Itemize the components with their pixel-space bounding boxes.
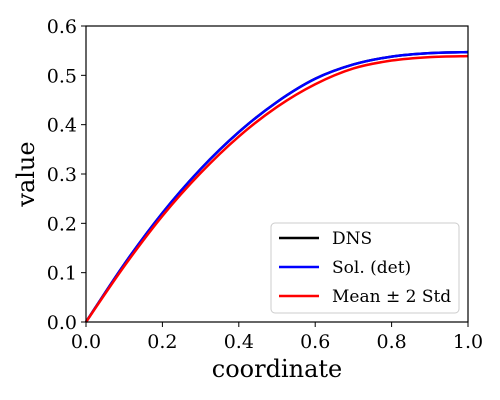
- legend-label-mean-2std: Mean ± 2 Std: [332, 287, 451, 307]
- x-axis-label: coordinate: [212, 355, 342, 383]
- y-tick-label-6: 0.6: [47, 16, 77, 38]
- ticks-layer: 0.0 0.2 0.4 0.6 0.8 1.0 0.0 0.1 0.2 0.3 0.4 0.5 0.6: [47, 16, 483, 353]
- legend-label-sol-det: Sol. (det): [332, 258, 411, 278]
- y-axis-label: value: [12, 141, 40, 207]
- legend: DNS Sol. (det) Mean ± 2 Std: [270, 222, 460, 314]
- series-line-1: [84, 50, 469, 323]
- legend-box: [270, 222, 460, 314]
- y-tick-label-2: 0.2: [47, 213, 77, 235]
- x-tick-label-3: 0.6: [300, 331, 330, 353]
- y-tick-label-1: 0.1: [47, 263, 77, 285]
- series-layer: [84, 50, 469, 323]
- legend-label-dns: DNS: [332, 229, 372, 249]
- y-tick-label-0: 0.0: [47, 312, 77, 334]
- series-line-2: [84, 54, 469, 323]
- y-tick-label-5: 0.5: [47, 65, 77, 87]
- x-tick-label-4: 0.8: [376, 331, 406, 353]
- y-tick-label-4: 0.4: [47, 115, 77, 137]
- x-tick-label-2: 0.4: [224, 331, 254, 353]
- x-tick-label-5: 1.0: [453, 331, 483, 353]
- y-tick-label-3: 0.3: [47, 164, 77, 186]
- x-tick-label-0: 0.0: [71, 331, 101, 353]
- x-tick-label-1: 0.2: [147, 331, 177, 353]
